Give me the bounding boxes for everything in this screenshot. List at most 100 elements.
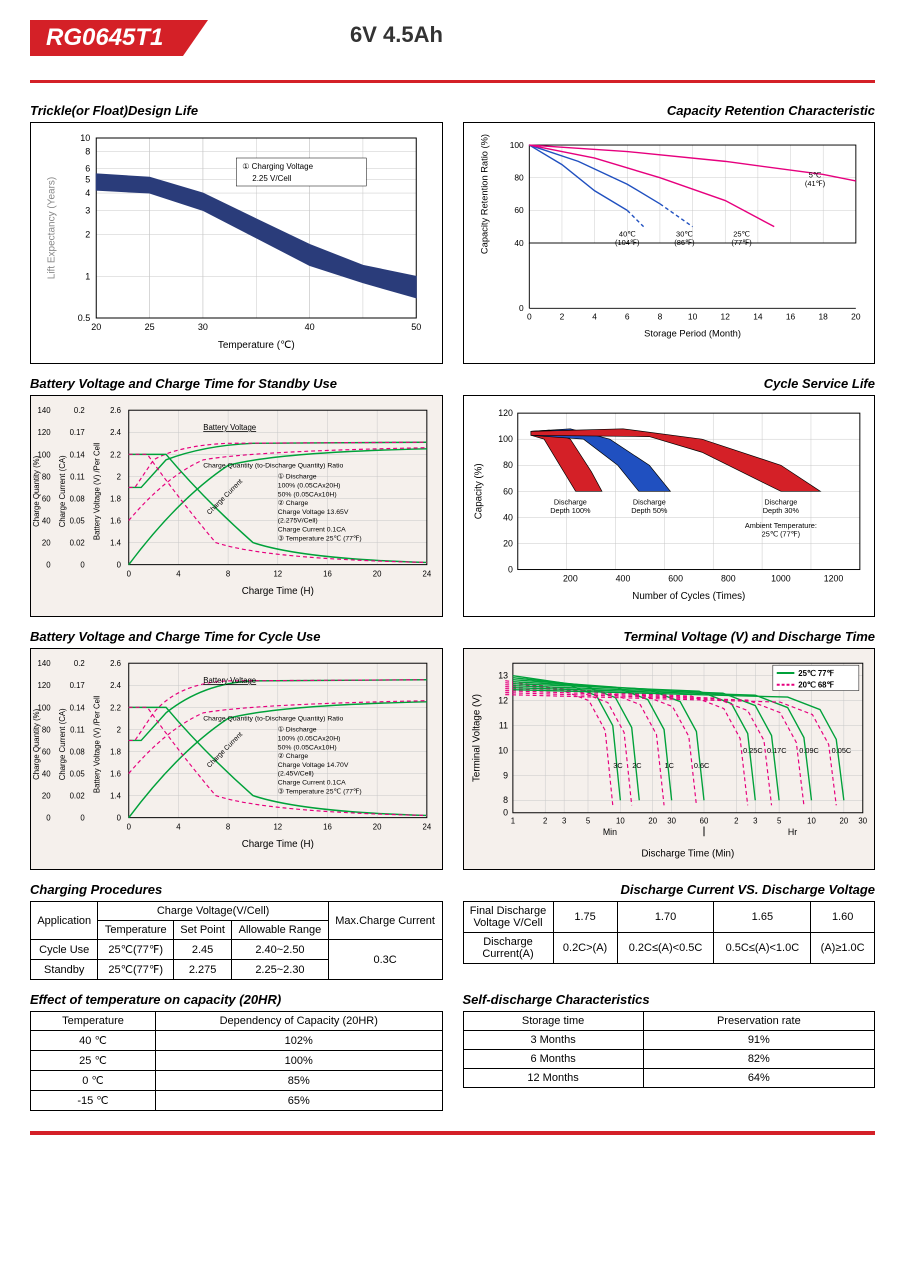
svg-text:0.2: 0.2 [74,659,85,668]
svg-text:0: 0 [117,814,122,823]
svg-text:2: 2 [543,817,547,826]
svg-text:0.6C: 0.6C [693,761,709,770]
svg-text:1C: 1C [664,761,674,770]
title-chargeproc: Charging Procedures [30,882,443,897]
svg-text:20: 20 [91,322,101,332]
svg-text:2.6: 2.6 [110,406,121,415]
svg-text:1000: 1000 [771,573,791,583]
svg-text:Charge Current: Charge Current [206,478,244,516]
table-dischargevv: Final Discharge Voltage V/Cell1.751.701.… [463,901,876,964]
svg-text:4: 4 [176,822,181,831]
svg-text:1: 1 [85,271,90,281]
svg-text:50% (0.05CAx10H): 50% (0.05CAx10H) [278,744,337,751]
svg-text:40: 40 [42,769,51,778]
chart-retention: 40608010000246810121416182040℃(104℉)30℃(… [463,122,876,364]
svg-text:24: 24 [422,822,431,831]
svg-text:12: 12 [273,822,282,831]
svg-text:0: 0 [519,303,524,313]
title-tempcap: Effect of temperature on capacity (20HR) [30,992,443,1007]
svg-text:② Charge: ② Charge [278,499,309,507]
svg-text:(41℉): (41℉) [804,179,825,188]
svg-text:0: 0 [127,569,132,578]
svg-text:Storage Period (Month): Storage Period (Month) [644,328,741,338]
svg-text:60: 60 [503,486,513,496]
svg-text:(2.275V/Cell): (2.275V/Cell) [278,518,318,525]
svg-text:100: 100 [509,140,523,150]
svg-text:10: 10 [687,312,697,322]
svg-text:2: 2 [734,817,738,826]
svg-text:20: 20 [839,817,848,826]
svg-text:20: 20 [42,792,51,801]
svg-text:0: 0 [117,561,122,570]
svg-text:1: 1 [510,817,514,826]
svg-text:30: 30 [198,322,208,332]
footer-line [30,1131,875,1135]
svg-text:16: 16 [323,822,332,831]
svg-text:6: 6 [624,312,629,322]
svg-text:30: 30 [858,817,867,826]
svg-text:60: 60 [699,817,708,826]
svg-text:③ Temperature 25℃ (77℉): ③ Temperature 25℃ (77℉) [278,787,362,795]
svg-text:Discharge: Discharge [632,497,665,506]
svg-text:9: 9 [503,770,508,780]
svg-text:Number of Cycles (Times): Number of Cycles (Times) [632,591,745,602]
svg-text:40: 40 [503,512,513,522]
svg-text:4: 4 [85,188,90,198]
svg-text:(86℉): (86℉) [674,238,695,247]
svg-text:① Discharge: ① Discharge [278,473,317,481]
title-selfdis: Self-discharge Characteristics [463,992,876,1007]
svg-text:10: 10 [616,817,625,826]
svg-text:Depth 50%: Depth 50% [631,506,668,515]
model-number: RG0645T1 [46,24,163,51]
svg-text:80: 80 [503,460,513,470]
svg-text:Terminal Voltage (V): Terminal Voltage (V) [471,694,482,782]
svg-text:② Charge: ② Charge [278,752,309,760]
svg-text:③ Temperature 25℃ (77℉): ③ Temperature 25℃ (77℉) [278,534,362,542]
svg-text:1.4: 1.4 [110,539,122,548]
svg-text:0.05: 0.05 [70,516,86,525]
svg-text:400: 400 [615,573,630,583]
svg-text:Battery Voltage (V) /Per Cell: Battery Voltage (V) /Per Cell [92,442,101,540]
svg-text:① Discharge: ① Discharge [278,726,317,734]
svg-text:13: 13 [498,671,508,681]
svg-text:20: 20 [851,312,861,322]
svg-text:25℃ 77℉: 25℃ 77℉ [798,669,834,678]
svg-text:0.25C: 0.25C [743,746,763,755]
svg-text:60: 60 [42,747,51,756]
svg-text:0.05C: 0.05C [831,746,851,755]
svg-text:3: 3 [561,817,565,826]
table-selfdis: Storage timePreservation rate3 Months91%… [463,1011,876,1088]
svg-text:140: 140 [38,659,52,668]
svg-text:Charge Quantity (to-Discharge: Charge Quantity (to-Discharge Quantity) … [203,463,343,470]
svg-text:Charge Current: Charge Current [206,731,244,769]
svg-text:12: 12 [273,569,282,578]
svg-text:Depth 100%: Depth 100% [550,506,591,515]
svg-text:0: 0 [507,564,512,574]
svg-text:Min: Min [602,827,616,837]
svg-text:0.11: 0.11 [70,472,85,481]
svg-text:Charge Voltage 14.70V: Charge Voltage 14.70V [278,762,349,769]
model-banner: RG0645T1 [30,20,183,56]
svg-text:Discharge Time (Min): Discharge Time (Min) [641,849,734,860]
svg-text:Charge Time (H): Charge Time (H) [242,586,314,597]
title-cyclelife: Cycle Service Life [463,376,876,391]
table-chargeproc: ApplicationCharge Voltage(V/Cell)Max.Cha… [30,901,443,980]
svg-text:40: 40 [514,238,524,248]
svg-text:50: 50 [411,322,421,332]
svg-text:12: 12 [720,312,730,322]
svg-text:20: 20 [373,569,382,578]
svg-text:0: 0 [46,814,51,823]
chart-standby: 0481216202402040608010012014000.020.050.… [30,395,443,617]
svg-text:2.2: 2.2 [110,703,121,712]
svg-text:Hr: Hr [787,827,796,837]
svg-text:1.6: 1.6 [110,769,121,778]
svg-text:12: 12 [498,696,508,706]
svg-text:0.17: 0.17 [70,681,85,690]
svg-text:800: 800 [720,573,735,583]
chart-terminal: 89101112130123510203060235102030MinHr3C2… [463,648,876,870]
title-cyclecharge: Battery Voltage and Charge Time for Cycl… [30,629,443,644]
title-standby: Battery Voltage and Charge Time for Stan… [30,376,443,391]
svg-text:50% (0.05CAx10H): 50% (0.05CAx10H) [278,491,337,498]
svg-text:24: 24 [422,569,431,578]
spec-text: 6V 4.5Ah [350,22,443,48]
